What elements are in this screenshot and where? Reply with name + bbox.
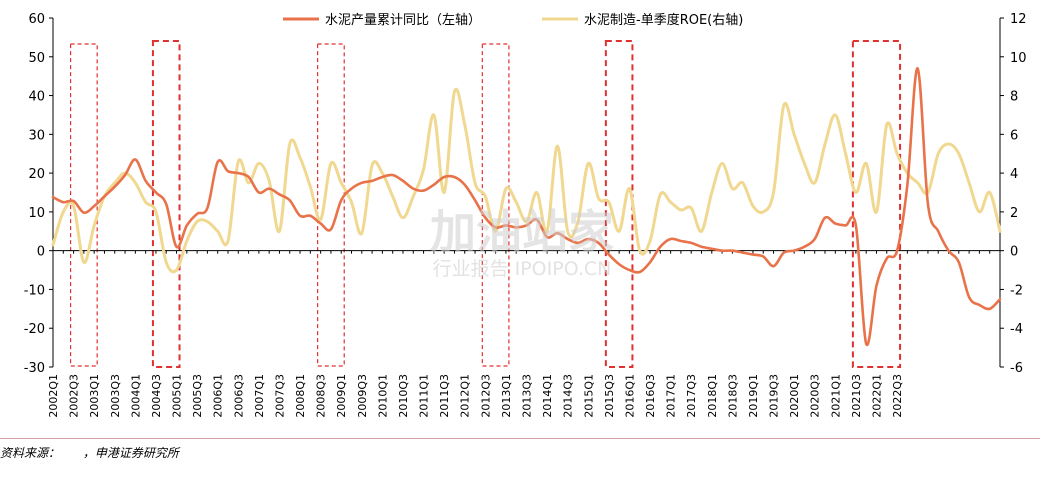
- x-tick-label: 2018Q3: [726, 374, 739, 418]
- x-tick-label: 2007Q3: [273, 374, 286, 418]
- x-tick-label: 2013Q1: [500, 374, 513, 418]
- x-tick-label: 2020Q1: [788, 374, 801, 418]
- x-tick-label: 2002Q3: [68, 374, 81, 418]
- right-tick-label: 2: [1010, 206, 1018, 221]
- highlight-box-2: [151, 40, 181, 368]
- right-tick-label: -6: [1010, 361, 1023, 376]
- x-tick-label: 2021Q1: [829, 374, 842, 418]
- right-tick-label: 4: [1010, 167, 1018, 182]
- x-tick-label: 2012Q3: [479, 374, 492, 418]
- left-tick-label: 50: [28, 51, 45, 66]
- left-tick-label: -30: [24, 361, 45, 376]
- x-tick-label: 2009Q1: [335, 374, 348, 418]
- x-tick-label: 2016Q3: [644, 374, 657, 418]
- x-tick-label: 2019Q3: [768, 374, 781, 418]
- left-tick-label: 10: [28, 206, 45, 221]
- x-tick-label: 2015Q1: [582, 374, 595, 418]
- left-tick-label: -20: [24, 322, 45, 337]
- x-tick-label: 2009Q3: [356, 374, 369, 418]
- x-tick-label: 2018Q1: [706, 374, 719, 418]
- legend-label-2: 水泥制造-单季度ROE(右轴): [584, 12, 743, 28]
- left-tick-label: 40: [28, 90, 45, 105]
- x-tick-label: 2010Q3: [397, 374, 410, 418]
- right-tick-label: 6: [1010, 128, 1018, 143]
- x-tick-label: 2017Q3: [685, 374, 698, 418]
- legend-label-1: 水泥产量累计同比（左轴）: [325, 13, 481, 28]
- x-tick-label: 2011Q1: [418, 374, 431, 418]
- left-tick-label: 30: [28, 128, 45, 143]
- source-note: 资料来源： ，申港证券研究所: [0, 446, 179, 460]
- x-tick-label: 2020Q3: [809, 374, 822, 418]
- x-tick-label: 2014Q3: [562, 374, 575, 418]
- watermark-sub: 行业报告 IPOIPO.CN: [433, 258, 612, 280]
- x-tick-label: 2006Q3: [232, 374, 245, 418]
- x-tick-label: 2004Q3: [150, 374, 163, 418]
- x-tick-label: 2008Q1: [294, 374, 307, 418]
- x-tick-label: 2005Q1: [171, 374, 184, 418]
- right-tick-label: -2: [1010, 283, 1023, 298]
- highlight-box-5: [604, 40, 634, 368]
- highlight-box-6: [851, 40, 902, 368]
- x-tick-label: 2005Q3: [191, 374, 204, 418]
- x-tick-label: 2019Q1: [747, 374, 760, 418]
- x-tick-label: 2022Q1: [870, 374, 883, 418]
- right-tick-label: 0: [1010, 245, 1018, 260]
- source-divider: [0, 438, 1040, 439]
- series-line-2: [51, 87, 1002, 274]
- highlight-boxes: [69, 40, 902, 368]
- right-tick-label: -4: [1010, 322, 1023, 337]
- x-tick-label: 2014Q1: [541, 374, 554, 418]
- series-lines: [51, 67, 1002, 347]
- x-tick-label: 2010Q1: [376, 374, 389, 418]
- x-tick-label: 2007Q1: [253, 374, 266, 418]
- watermark-main: 加油站家: [430, 205, 614, 259]
- series-line-1: [51, 67, 1002, 347]
- x-tick-label: 2021Q3: [850, 374, 863, 418]
- right-tick-label: 12: [1010, 12, 1027, 27]
- left-tick-label: 20: [28, 167, 45, 182]
- x-tick-label: 2012Q1: [459, 374, 472, 418]
- x-tick-label: 2008Q3: [315, 374, 328, 418]
- x-tick-label: 2003Q1: [88, 374, 101, 418]
- x-tick-label: 2015Q3: [603, 374, 616, 418]
- x-tick-label: 2022Q3: [891, 374, 904, 418]
- x-tick-label: 2013Q3: [521, 374, 534, 418]
- x-tick-label: 2004Q1: [129, 374, 142, 418]
- left-tick-label: -10: [24, 283, 45, 298]
- x-tick-label: 2003Q3: [109, 374, 122, 418]
- legend: 水泥产量累计同比（左轴） 水泥制造-单季度ROE(右轴): [283, 12, 743, 28]
- x-tick-label: 2006Q1: [212, 374, 225, 418]
- x-tick-label: 2011Q3: [438, 374, 451, 418]
- x-tick-label: 2017Q1: [665, 374, 678, 418]
- right-tick-label: 8: [1010, 90, 1018, 105]
- left-tick-label: 0: [37, 245, 45, 260]
- right-tick-label: 10: [1010, 51, 1027, 66]
- x-tick-label: 2016Q1: [623, 374, 636, 418]
- x-tick-label: 2002Q1: [47, 374, 60, 418]
- left-tick-label: 60: [28, 12, 45, 27]
